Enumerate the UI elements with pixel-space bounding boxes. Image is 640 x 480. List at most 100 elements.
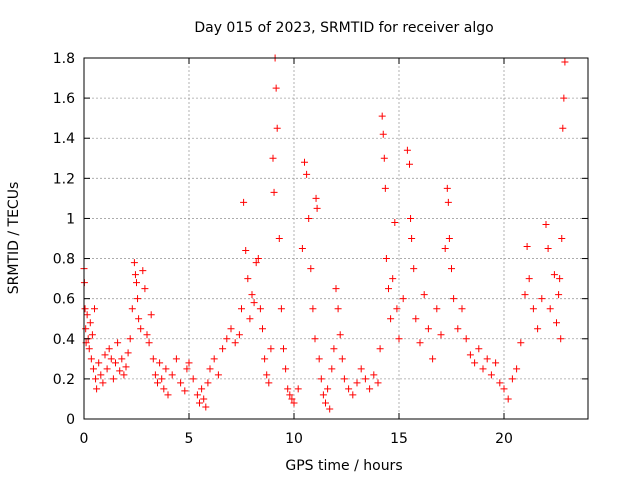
data-point [240, 198, 248, 206]
data-point [219, 345, 227, 353]
y-axis-label: SRMTID / TECUs [6, 182, 22, 295]
data-point [357, 365, 365, 373]
data-point [93, 385, 101, 393]
data-point [139, 267, 147, 275]
data-point [399, 295, 407, 303]
data-point [147, 311, 155, 319]
data-point [177, 379, 185, 387]
data-point [89, 365, 97, 373]
data-point [97, 371, 105, 379]
chart-title: Day 015 of 2023, SRMTID for receiver alg… [194, 20, 493, 36]
data-point [130, 259, 138, 267]
data-point [313, 204, 321, 212]
data-point [149, 355, 157, 363]
data-point [408, 235, 416, 242]
data-point [124, 349, 132, 357]
data-point [114, 339, 122, 347]
data-point [254, 255, 262, 263]
x-tick-label: 20 [495, 431, 513, 447]
data-point [496, 379, 504, 387]
data-point [517, 339, 525, 347]
data-point [330, 345, 338, 353]
data-point [250, 299, 258, 307]
data-point [185, 359, 193, 367]
data-point [280, 345, 287, 353]
data-point [204, 379, 212, 387]
data-point [406, 160, 413, 168]
y-tick-label: 1 [66, 211, 75, 227]
grid [84, 58, 588, 419]
y-tick-labels: 0 0.2 0.4 0.6 0.8 1 1.2 1.4 1.6 1.8 [53, 51, 75, 428]
data-point [277, 305, 285, 313]
data-point [387, 315, 395, 323]
data-point [559, 124, 567, 132]
data-point [164, 391, 172, 399]
x-tick-label: 10 [285, 431, 303, 447]
data-point [210, 355, 218, 363]
data-point [381, 184, 389, 192]
data-point [309, 305, 317, 313]
data-point [385, 285, 392, 293]
data-point [242, 247, 250, 255]
data-point [275, 235, 283, 242]
data-point [131, 271, 139, 279]
data-point [504, 395, 512, 403]
data-point [429, 355, 437, 363]
axis-ticks [83, 57, 588, 420]
data-point [137, 325, 145, 333]
data-point [307, 265, 315, 273]
data-point [479, 365, 487, 373]
data-point [560, 94, 568, 102]
data-point [345, 385, 353, 393]
data-point [82, 325, 90, 333]
data-point [81, 305, 89, 313]
data-point [101, 351, 109, 359]
data-point [483, 355, 491, 363]
data-point [99, 379, 107, 387]
data-point [332, 285, 340, 293]
data-point [282, 365, 290, 373]
data-point [206, 365, 214, 373]
data-point [553, 319, 560, 327]
y-tick-label: 1.8 [53, 51, 75, 67]
data-point [141, 285, 149, 293]
data-point [246, 315, 254, 323]
data-point [513, 365, 521, 373]
data-point [462, 335, 470, 343]
data-point [151, 371, 159, 379]
data-point [542, 220, 550, 228]
data-point [311, 335, 319, 343]
data-point [319, 391, 327, 399]
data-point [336, 331, 344, 339]
data-point [500, 385, 508, 393]
data-point [168, 371, 176, 379]
data-point [294, 385, 302, 393]
data-point [103, 365, 111, 373]
data-point [471, 359, 479, 367]
data-point [317, 375, 325, 383]
data-point [305, 214, 313, 222]
data-point [454, 325, 462, 333]
data-point [412, 315, 420, 323]
data-point [145, 339, 153, 347]
data-point [312, 194, 320, 202]
data-point [87, 355, 95, 363]
data-point [85, 345, 93, 353]
data-point [544, 245, 552, 253]
data-point [328, 365, 336, 373]
data-point [403, 146, 411, 154]
data-point [244, 275, 252, 283]
data-point [558, 235, 566, 242]
data-point [162, 365, 170, 373]
data-point [523, 243, 531, 251]
data-point [557, 335, 565, 343]
data-point [410, 265, 418, 273]
data-point [238, 305, 245, 313]
data-point [378, 112, 386, 120]
data-point [437, 331, 445, 339]
data-point [263, 371, 271, 379]
data-point [393, 305, 401, 313]
data-point [135, 315, 143, 323]
data-point [202, 403, 210, 411]
data-point [301, 158, 308, 166]
